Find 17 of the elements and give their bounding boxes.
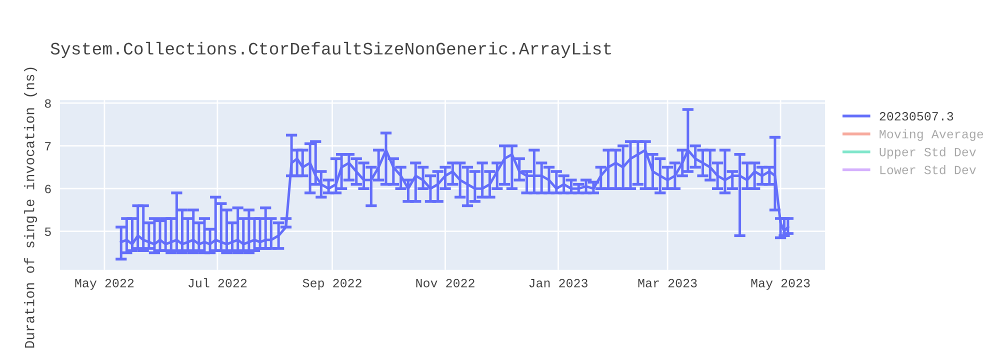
y-tick-label: 5 — [44, 228, 51, 236]
y-tick-label: 7 — [45, 142, 51, 150]
legend-label: Lower Std Dev — [880, 165, 976, 174]
legend-label: Upper Std Dev — [880, 147, 976, 159]
legend-label: Moving Average — [880, 129, 984, 141]
y-tick-label: 6 — [45, 184, 51, 194]
x-tick-label: Jul 2022 — [188, 278, 247, 288]
y-tick-label: 8 — [44, 99, 51, 108]
x-tick-label: May 2023 — [751, 278, 810, 290]
x-tick-label: Jan 2023 — [529, 278, 588, 288]
legend-label: 20230507.3 — [880, 112, 954, 121]
x-tick-label: May 2022 — [75, 278, 134, 290]
x-tick-label: Sep 2022 — [302, 278, 362, 290]
chart-title: System.Collections.CtorDefaultSizeNonGeneric.ArrayList — [50, 42, 611, 58]
x-tick-label: Nov 2022 — [416, 278, 474, 288]
x-tick-label: Mar 2023 — [638, 278, 697, 288]
y-axis-title: Duration of single invocation (ns) — [24, 68, 38, 348]
